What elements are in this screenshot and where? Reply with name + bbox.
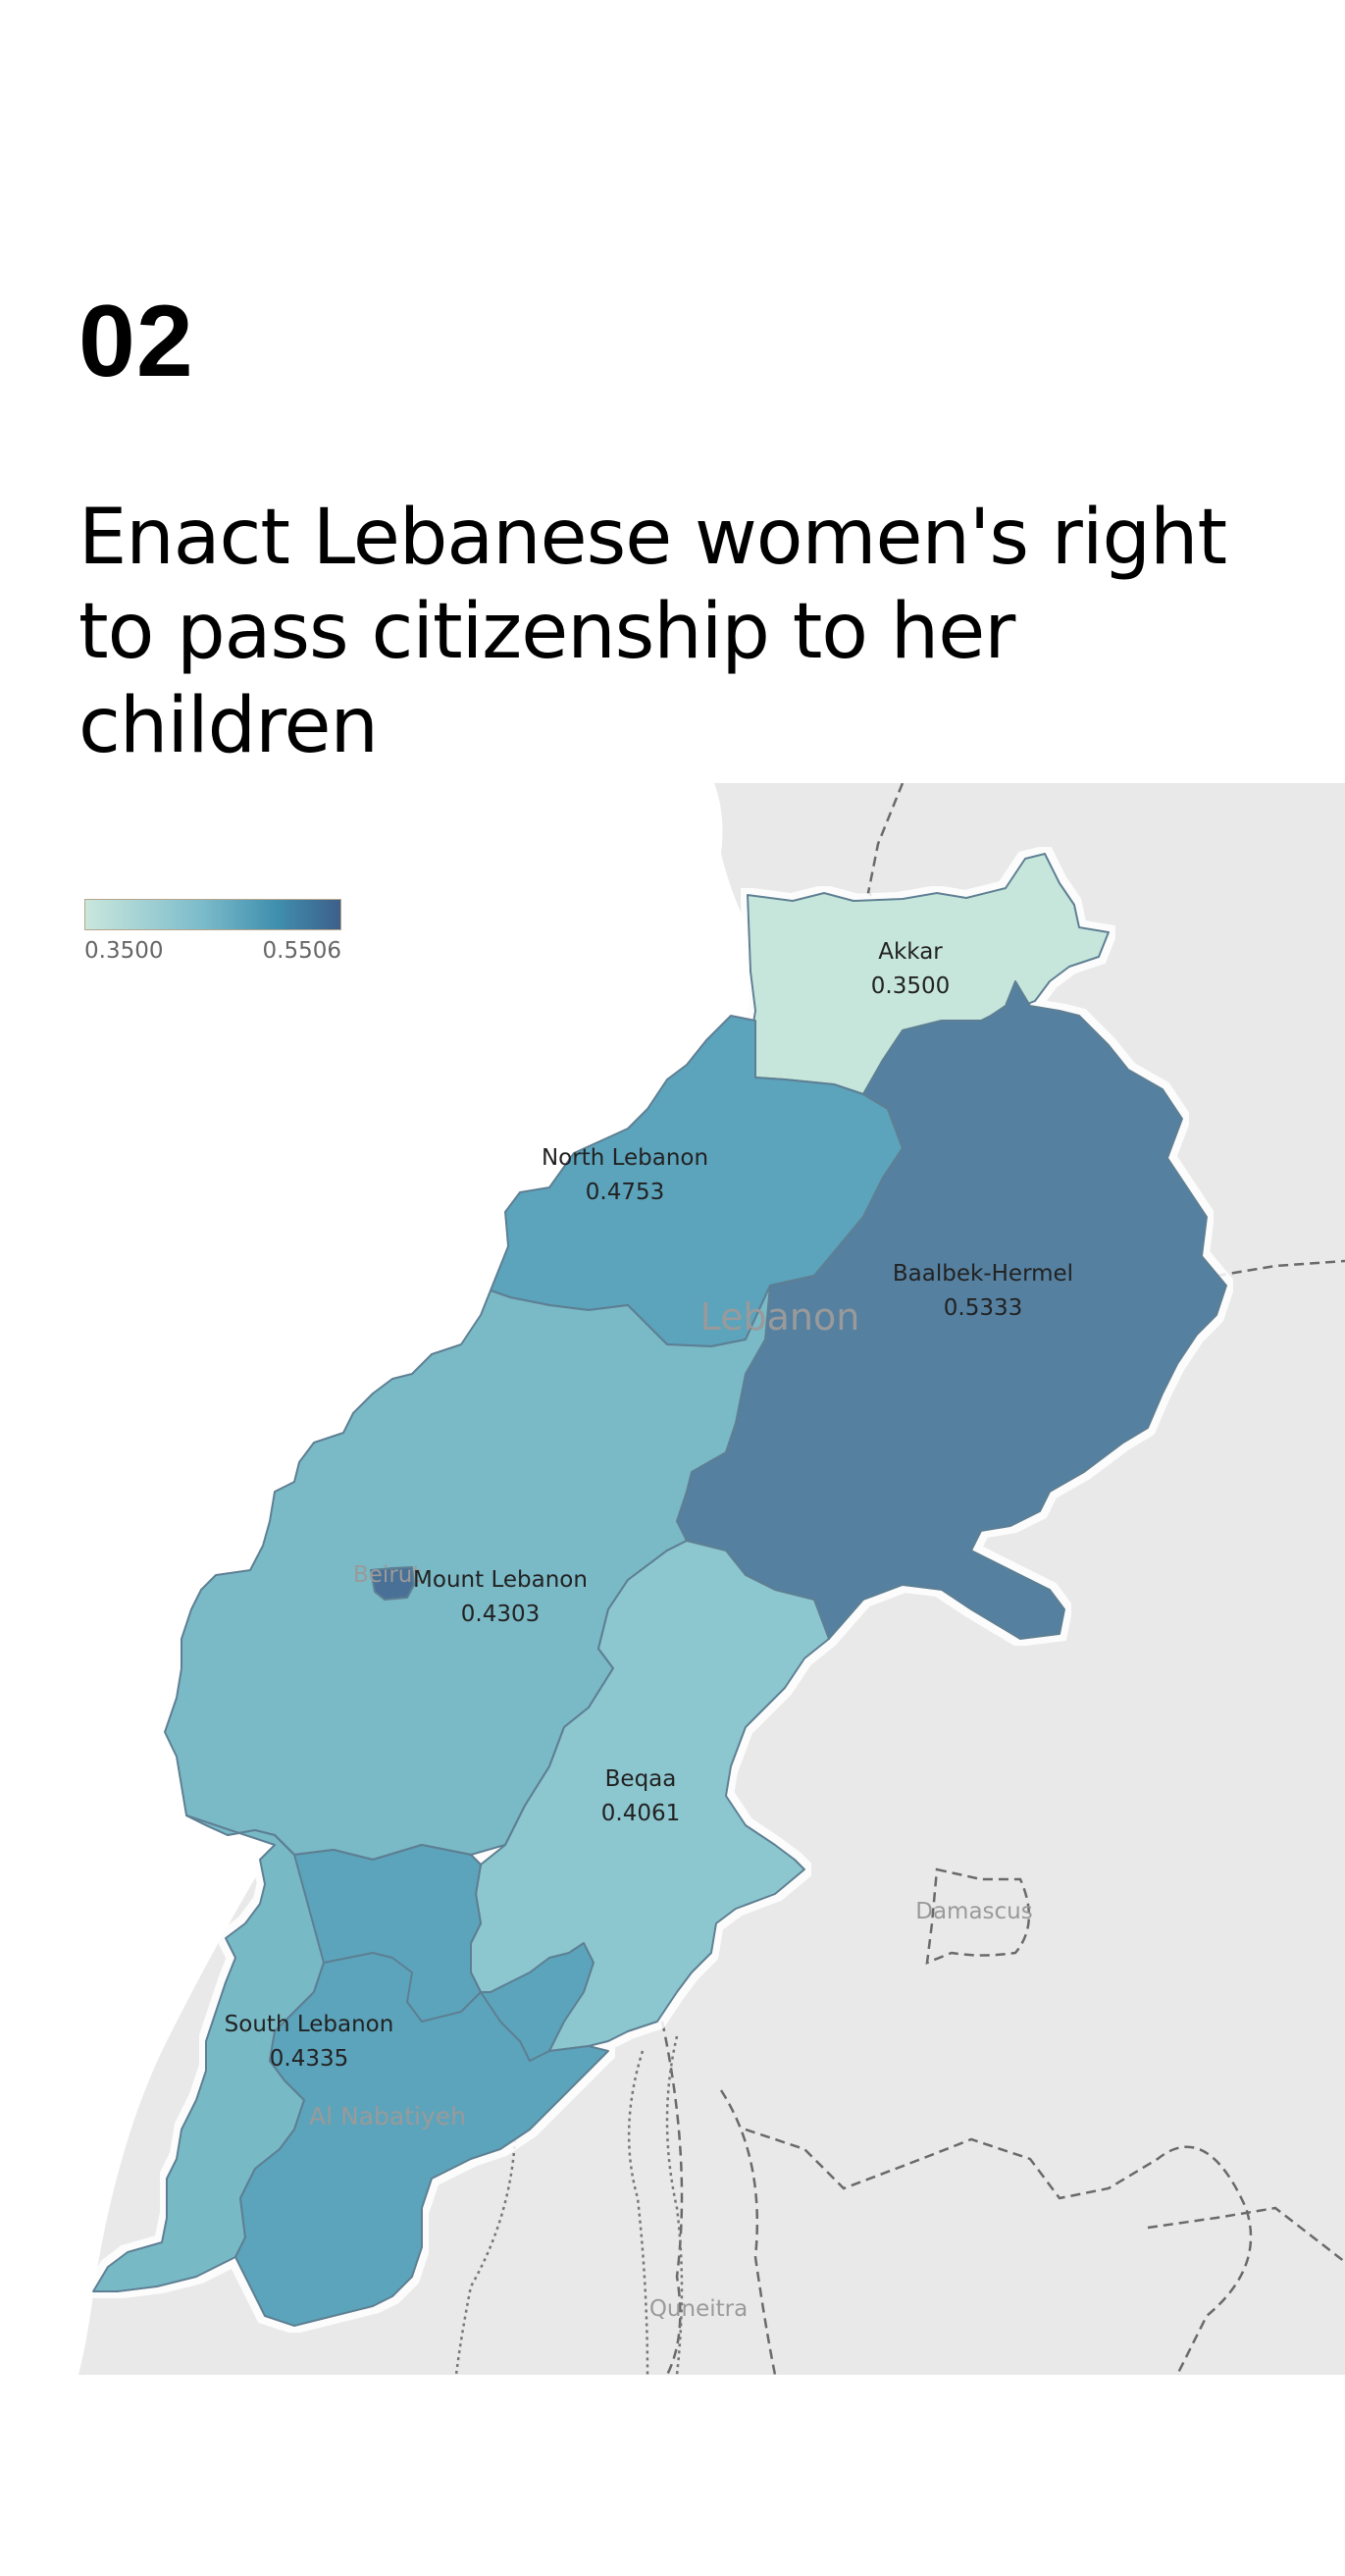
label-south-lebanon-name: South Lebanon bbox=[225, 2012, 394, 2037]
city-label-quneitra: Quneitra bbox=[649, 2296, 748, 2322]
city-label-beirut: Beirut bbox=[353, 1562, 421, 1588]
region-beirut[interactable] bbox=[370, 1566, 415, 1601]
roads bbox=[454, 2035, 684, 2375]
label-akkar-value: 0.3500 bbox=[871, 973, 950, 999]
label-akkar-name: Akkar bbox=[878, 939, 943, 965]
legend-max-label: 0.5506 bbox=[262, 938, 341, 964]
label-mount-lebanon-name: Mount Lebanon bbox=[413, 1567, 588, 1593]
label-beqaa-name: Beqaa bbox=[605, 1766, 677, 1792]
section-number: 02 bbox=[78, 285, 194, 398]
choropleth-map[interactable]: Lebanon Beirut Al Nabatiyeh Damascus Qun… bbox=[78, 783, 1345, 2375]
city-label-damascus: Damascus bbox=[915, 1899, 1033, 1924]
legend-min-label: 0.3500 bbox=[84, 938, 164, 964]
label-north-lebanon-name: North Lebanon bbox=[542, 1145, 708, 1171]
label-beqaa-value: 0.4061 bbox=[601, 1801, 680, 1826]
label-south-lebanon-value: 0.4335 bbox=[270, 2046, 348, 2072]
region-beqaa[interactable] bbox=[470, 1540, 830, 2062]
map-svg[interactable]: Lebanon Beirut Al Nabatiyeh Damascus Qun… bbox=[78, 783, 1345, 2375]
country-label: Lebanon bbox=[700, 1295, 860, 1339]
color-legend: 0.3500 0.5506 bbox=[84, 899, 341, 964]
region-labels: Akkar 0.3500 North Lebanon 0.4753 Baalbe… bbox=[225, 939, 1073, 2072]
section-title: Enact Lebanese women's right to pass cit… bbox=[78, 494, 1227, 770]
label-north-lebanon-value: 0.4753 bbox=[586, 1180, 664, 1205]
label-baalbek-hermel-value: 0.5333 bbox=[944, 1295, 1022, 1321]
region-label-nabatiyeh: Al Nabatiyeh bbox=[309, 2102, 466, 2130]
legend-gradient-bar bbox=[84, 899, 341, 930]
label-mount-lebanon-value: 0.4303 bbox=[461, 1602, 540, 1627]
region-al-nabatiyeh[interactable] bbox=[234, 1834, 609, 2327]
label-baalbek-hermel-name: Baalbek-Hermel bbox=[893, 1261, 1073, 1287]
